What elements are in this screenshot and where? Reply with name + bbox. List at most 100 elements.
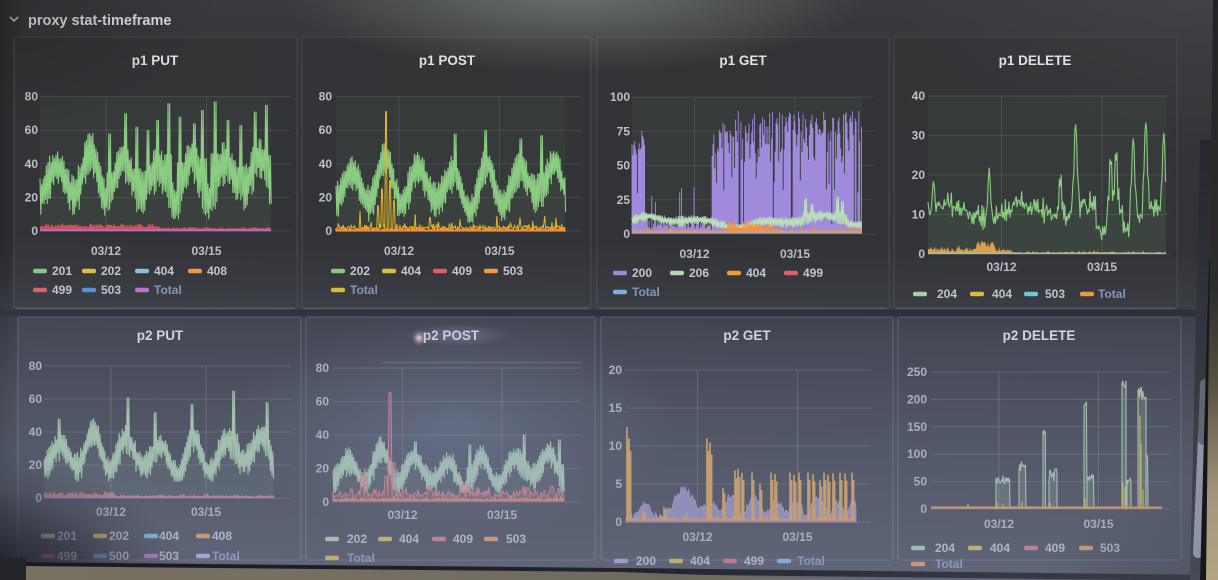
svg-text:200: 200	[632, 266, 652, 280]
svg-text:p1 DELETE: p1 DELETE	[999, 53, 1072, 68]
svg-text:80: 80	[316, 361, 330, 375]
svg-text:03/15: 03/15	[1083, 517, 1113, 531]
svg-text:200: 200	[636, 554, 656, 568]
svg-text:5: 5	[615, 477, 622, 491]
svg-text:202: 202	[347, 532, 367, 546]
svg-text:60: 60	[319, 123, 333, 137]
svg-text:100: 100	[610, 90, 630, 104]
svg-text:404: 404	[154, 264, 174, 278]
svg-text:20: 20	[29, 458, 43, 472]
svg-text:03/15: 03/15	[782, 530, 812, 544]
svg-text:03/12: 03/12	[682, 530, 712, 544]
svg-text:p1 GET: p1 GET	[719, 53, 767, 68]
svg-text:Total: Total	[935, 557, 963, 571]
svg-text:p1 POST: p1 POST	[419, 53, 476, 68]
svg-text:503: 503	[503, 264, 523, 278]
svg-text:0: 0	[322, 495, 329, 509]
svg-text:499: 499	[57, 549, 77, 563]
svg-text:408: 408	[207, 264, 227, 278]
svg-text:15: 15	[609, 401, 623, 415]
svg-text:75: 75	[617, 124, 631, 138]
svg-text:40: 40	[25, 157, 39, 171]
svg-text:80: 80	[25, 90, 39, 104]
svg-text:499: 499	[52, 283, 72, 297]
svg-text:50: 50	[617, 159, 631, 173]
svg-text:03/12: 03/12	[387, 508, 417, 522]
svg-text:Total: Total	[154, 283, 182, 297]
svg-text:204: 204	[937, 287, 957, 301]
svg-text:03/12: 03/12	[984, 517, 1014, 531]
svg-text:0: 0	[615, 515, 622, 529]
svg-text:0: 0	[35, 491, 42, 505]
svg-text:03/15: 03/15	[191, 244, 221, 258]
svg-text:50: 50	[914, 475, 928, 489]
svg-text:Total: Total	[1098, 287, 1126, 301]
svg-text:0: 0	[325, 224, 332, 238]
svg-text:0: 0	[31, 224, 38, 238]
svg-text:p2 GET: p2 GET	[723, 328, 771, 343]
svg-text:03/12: 03/12	[96, 505, 126, 519]
svg-text:03/15: 03/15	[780, 247, 810, 261]
svg-text:60: 60	[316, 395, 330, 409]
svg-text:404: 404	[399, 532, 419, 546]
svg-text:20: 20	[912, 168, 926, 182]
svg-text:10: 10	[912, 208, 926, 222]
svg-text:409: 409	[452, 264, 472, 278]
svg-text:p2 DELETE: p2 DELETE	[1003, 328, 1076, 343]
svg-text:499: 499	[803, 266, 823, 280]
svg-text:204: 204	[935, 541, 955, 555]
svg-text:503: 503	[1045, 287, 1065, 301]
svg-text:250: 250	[907, 365, 927, 379]
svg-text:503: 503	[101, 283, 121, 297]
svg-text:500: 500	[109, 549, 129, 563]
svg-text:200: 200	[907, 392, 927, 406]
svg-text:40: 40	[316, 428, 330, 442]
svg-text:404: 404	[990, 541, 1010, 555]
svg-text:503: 503	[506, 532, 526, 546]
svg-text:Total: Total	[347, 551, 375, 565]
svg-text:p2 PUT: p2 PUT	[137, 328, 184, 343]
svg-text:20: 20	[319, 191, 333, 205]
svg-text:60: 60	[29, 392, 43, 406]
svg-text:25: 25	[617, 193, 631, 207]
svg-text:10: 10	[609, 439, 623, 453]
svg-text:proxy stat-timeframe: proxy stat-timeframe	[28, 13, 171, 29]
svg-text:60: 60	[25, 123, 39, 137]
svg-text:03/15: 03/15	[1087, 260, 1117, 274]
svg-text:0: 0	[920, 502, 927, 516]
svg-text:0: 0	[623, 227, 630, 241]
svg-text:40: 40	[29, 425, 43, 439]
svg-text:404: 404	[690, 554, 710, 568]
svg-text:Total: Total	[212, 549, 240, 563]
svg-text:202: 202	[101, 264, 121, 278]
svg-text:p1 PUT: p1 PUT	[132, 53, 179, 68]
svg-text:202: 202	[109, 529, 129, 543]
svg-text:Total: Total	[632, 285, 660, 299]
svg-text:20: 20	[316, 462, 330, 476]
svg-text:150: 150	[907, 420, 927, 434]
svg-text:201: 201	[57, 529, 77, 543]
svg-text:40: 40	[912, 89, 926, 103]
svg-text:499: 499	[744, 554, 764, 568]
svg-text:404: 404	[746, 266, 766, 280]
svg-text:0: 0	[918, 247, 925, 261]
svg-text:409: 409	[453, 532, 473, 546]
svg-text:404: 404	[992, 287, 1012, 301]
svg-text:80: 80	[319, 90, 333, 104]
svg-text:Total: Total	[797, 554, 825, 568]
svg-text:80: 80	[29, 359, 43, 373]
svg-text:03/12: 03/12	[384, 244, 414, 258]
svg-text:03/12: 03/12	[679, 247, 709, 261]
svg-text:30: 30	[912, 129, 926, 143]
svg-text:20: 20	[25, 191, 39, 205]
svg-text:202: 202	[350, 264, 370, 278]
svg-text:Total: Total	[350, 283, 378, 297]
svg-text:03/15: 03/15	[487, 508, 517, 522]
svg-text:20: 20	[609, 363, 623, 377]
svg-text:408: 408	[212, 529, 232, 543]
svg-text:03/15: 03/15	[484, 244, 514, 258]
svg-text:503: 503	[1100, 541, 1120, 555]
svg-text:03/12: 03/12	[986, 260, 1016, 274]
svg-text:404: 404	[401, 264, 421, 278]
svg-text:404: 404	[159, 529, 179, 543]
